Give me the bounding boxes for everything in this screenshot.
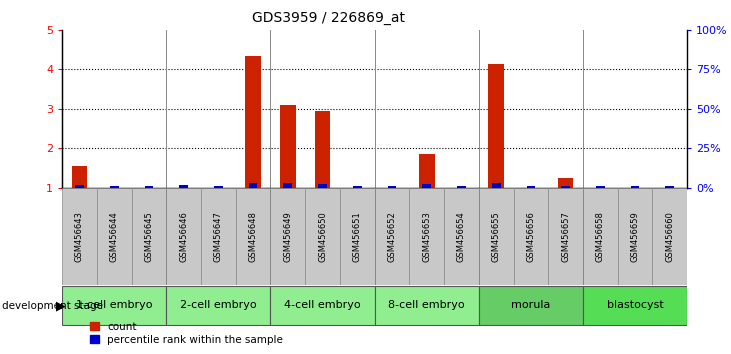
Text: 1-cell embryo: 1-cell embryo [76, 300, 153, 310]
Bar [631, 186, 640, 188]
Text: GDS3959 / 226869_at: GDS3959 / 226869_at [252, 11, 406, 25]
Bar [62, 286, 167, 325]
Bar [513, 188, 548, 285]
Text: GSM456657: GSM456657 [561, 211, 570, 262]
Bar [492, 183, 501, 188]
Text: GSM456651: GSM456651 [353, 211, 362, 262]
Bar [353, 186, 362, 188]
Bar [409, 188, 444, 285]
Text: GSM456659: GSM456659 [631, 211, 640, 262]
Text: 4-cell embryo: 4-cell embryo [284, 300, 361, 310]
Text: GSM456646: GSM456646 [179, 211, 188, 262]
Text: GSM456649: GSM456649 [284, 211, 292, 262]
Text: GSM456653: GSM456653 [423, 211, 431, 262]
Text: GSM456648: GSM456648 [249, 211, 257, 262]
Bar [306, 188, 340, 285]
Bar [201, 188, 235, 285]
Text: GSM456645: GSM456645 [145, 211, 154, 262]
Bar [315, 111, 330, 188]
Bar [75, 185, 84, 188]
Text: GSM456655: GSM456655 [492, 211, 501, 262]
Bar [145, 186, 154, 188]
Bar [132, 188, 166, 285]
Text: GSM456652: GSM456652 [387, 211, 396, 262]
Legend: count, percentile rank within the sample: count, percentile rank within the sample [86, 317, 287, 349]
Bar [270, 188, 306, 285]
Text: 8-cell embryo: 8-cell embryo [388, 300, 465, 310]
Bar [374, 188, 409, 285]
Bar [548, 188, 583, 285]
Text: ▶: ▶ [56, 300, 66, 313]
Text: GSM456658: GSM456658 [596, 211, 605, 262]
Bar [444, 188, 479, 285]
Bar [387, 186, 396, 188]
Text: GSM456650: GSM456650 [318, 211, 327, 262]
Bar [423, 184, 431, 188]
Bar [488, 64, 504, 188]
Bar [583, 286, 687, 325]
Bar [596, 186, 605, 188]
Bar [179, 185, 188, 188]
Bar [214, 186, 223, 188]
Bar [374, 286, 479, 325]
Bar [167, 286, 270, 325]
Bar [110, 186, 118, 188]
Bar [62, 188, 96, 285]
Bar [270, 286, 375, 325]
Bar [479, 286, 583, 325]
Text: GSM456647: GSM456647 [214, 211, 223, 262]
Bar [284, 183, 292, 188]
Text: GSM456654: GSM456654 [457, 211, 466, 262]
Bar [340, 188, 374, 285]
Text: development stage: development stage [2, 301, 103, 311]
Text: morula: morula [511, 300, 550, 310]
Bar [318, 184, 327, 188]
Bar [96, 188, 132, 285]
Bar [479, 188, 513, 285]
Text: 2-cell embryo: 2-cell embryo [180, 300, 257, 310]
Bar [235, 188, 270, 285]
Text: blastocyst: blastocyst [607, 300, 664, 310]
Bar [167, 188, 201, 285]
Text: GSM456644: GSM456644 [110, 211, 118, 262]
Text: GSM456643: GSM456643 [75, 211, 84, 262]
Bar [249, 183, 257, 188]
Text: GSM456660: GSM456660 [665, 211, 674, 262]
Bar [526, 186, 535, 188]
Bar [72, 166, 87, 188]
Bar [280, 105, 295, 188]
Bar [419, 154, 434, 188]
Bar [558, 178, 573, 188]
Bar [665, 185, 674, 188]
Bar [246, 56, 261, 188]
Text: GSM456656: GSM456656 [526, 211, 535, 262]
Bar [652, 188, 687, 285]
Bar [561, 186, 570, 188]
Bar [583, 188, 618, 285]
Bar [618, 188, 652, 285]
Bar [457, 186, 466, 188]
